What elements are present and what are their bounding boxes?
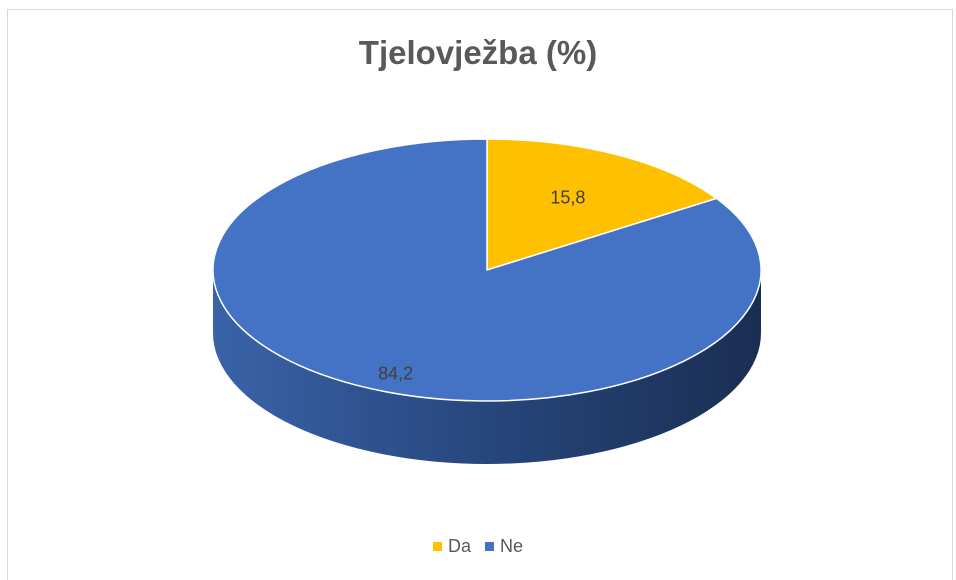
pie-side-wall	[213, 270, 761, 464]
legend-label-ne: Ne	[500, 536, 524, 556]
pie-top-face	[212, 138, 762, 402]
legend-label-da: Da	[447, 536, 471, 556]
legend: Da Ne	[0, 536, 956, 557]
legend-swatch-ne	[485, 542, 494, 551]
pie-slice-ne	[212, 138, 762, 402]
pie-slice-da	[486, 138, 718, 271]
legend-swatch-da	[432, 542, 442, 551]
data-label-ne: 84,2	[378, 363, 413, 383]
pie-data-labels: 15,8 84,2	[378, 187, 585, 383]
chart-title: Tjelovježba (%)	[358, 34, 598, 71]
data-label-da: 15,8	[550, 187, 585, 207]
pie-side-ne	[213, 270, 761, 464]
legend-item-da: Da	[432, 536, 471, 557]
legend-item-ne: Ne	[485, 536, 523, 557]
